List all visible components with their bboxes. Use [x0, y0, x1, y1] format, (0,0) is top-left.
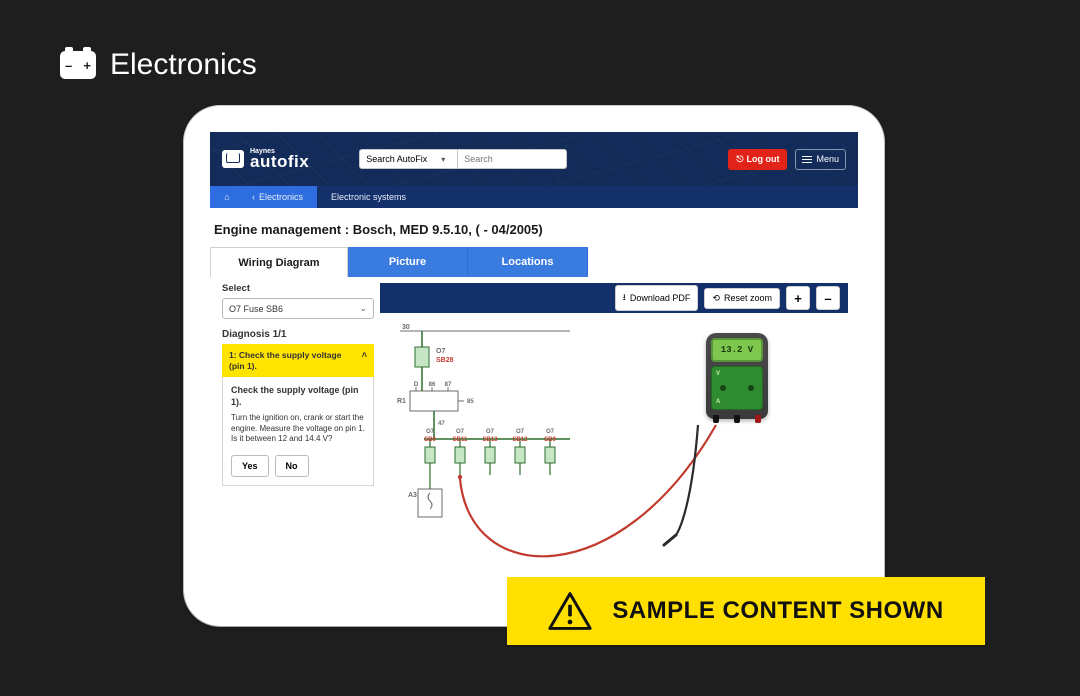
- hamburger-icon: [802, 154, 812, 165]
- svg-text:SB9: SB9: [544, 437, 556, 443]
- no-button[interactable]: No: [275, 455, 309, 477]
- svg-text:O7: O7: [516, 429, 525, 435]
- download-pdf-button[interactable]: ⭳ Download PDF: [615, 285, 699, 311]
- svg-text:86: 86: [429, 382, 436, 388]
- logout-button[interactable]: ⎋ Log out: [728, 149, 787, 170]
- svg-text:O7: O7: [436, 348, 445, 355]
- component-value: O7 Fuse SB6: [229, 304, 283, 314]
- diagnosis-step-header[interactable]: 1: Check the supply voltage (pin 1). ˄: [222, 344, 374, 377]
- multimeter-reading: 13.2 V: [711, 338, 763, 362]
- logout-icon: ⎋: [736, 154, 743, 165]
- battery-icon: –+: [60, 51, 96, 79]
- tab-bar: Wiring Diagram Picture Locations: [210, 247, 858, 277]
- diagnosis-step-title: 1: Check the supply voltage (pin 1).: [229, 350, 358, 371]
- multimeter-jack-mid: [734, 415, 740, 423]
- app-logo[interactable]: Haynes autofix: [222, 148, 309, 170]
- svg-text:SB12: SB12: [512, 437, 528, 443]
- breadcrumb-current: Electronic systems: [317, 192, 420, 202]
- svg-text:O7: O7: [546, 429, 555, 435]
- multimeter: 13.2 V V A: [706, 333, 768, 419]
- zoom-in-button[interactable]: +: [786, 286, 810, 310]
- tab-wiring-diagram[interactable]: Wiring Diagram: [210, 247, 348, 277]
- breadcrumb-back[interactable]: ‹ Electronics: [244, 186, 317, 208]
- breadcrumb-bar: ⌂ ‹ Electronics Electronic systems: [210, 186, 858, 208]
- menu-label: Menu: [816, 154, 839, 164]
- page-title: Engine management : Bosch, MED 9.5.10, (…: [210, 208, 858, 247]
- svg-text:D: D: [414, 382, 419, 388]
- search-input[interactable]: [457, 149, 567, 169]
- multimeter-jack-black: [713, 415, 719, 423]
- app-screen: Haynes autofix Search AutoFix ▾ ⎋ Log ou…: [210, 132, 858, 600]
- tab-picture[interactable]: Picture: [348, 247, 468, 277]
- diagnosis-panel: Select O7 Fuse SB6 ⌄ Diagnosis 1/1 1: Ch…: [210, 283, 380, 599]
- search-group: Search AutoFix ▾: [359, 149, 567, 169]
- tab-locations[interactable]: Locations: [468, 247, 588, 277]
- step-title: Check the supply voltage (pin 1).: [231, 385, 365, 408]
- sample-banner-text: SAMPLE CONTENT SHOWN: [612, 597, 943, 625]
- download-label: Download PDF: [630, 293, 691, 303]
- sample-content-banner: SAMPLE CONTENT SHOWN: [507, 577, 985, 645]
- wiring-diagram[interactable]: 30O7SB28R1D86878547O7SB6O7SB11O7SB13O7SB…: [380, 313, 848, 599]
- svg-text:O7: O7: [486, 429, 495, 435]
- svg-text:A3: A3: [408, 492, 417, 499]
- svg-text:SB13: SB13: [482, 437, 498, 443]
- svg-text:SB28: SB28: [436, 357, 454, 364]
- svg-text:47: 47: [438, 421, 445, 427]
- step-text: Turn the ignition on, crank or start the…: [231, 413, 365, 445]
- reset-icon: ⟲: [712, 293, 720, 304]
- brand-line2: autofix: [250, 153, 309, 170]
- logo-icon: [222, 150, 244, 168]
- search-scope-value: Search AutoFix: [366, 154, 427, 164]
- download-icon: ⭳: [623, 290, 626, 306]
- diagram-toolbar: ⭳ Download PDF ⟲ Reset zoom + –: [380, 283, 848, 313]
- svg-text:SB11: SB11: [453, 437, 468, 443]
- category-label: Electronics: [110, 48, 257, 82]
- svg-text:85: 85: [467, 399, 474, 405]
- breadcrumb-back-label: Electronics: [259, 192, 303, 202]
- svg-text:O7: O7: [426, 429, 435, 435]
- warning-icon: [548, 591, 592, 631]
- tablet-frame: Haynes autofix Search AutoFix ▾ ⎋ Log ou…: [184, 106, 884, 626]
- menu-button[interactable]: Menu: [795, 149, 846, 170]
- diagnosis-step-body: Check the supply voltage (pin 1). Turn t…: [222, 377, 374, 486]
- logout-label: Log out: [746, 154, 779, 164]
- wiring-svg: 30O7SB28R1D86878547O7SB6O7SB11O7SB13O7SB…: [380, 313, 840, 593]
- category-header: –+ Electronics: [60, 48, 257, 82]
- svg-text:SB6: SB6: [424, 437, 436, 443]
- zoom-out-button[interactable]: –: [816, 286, 840, 310]
- reset-zoom-button[interactable]: ⟲ Reset zoom: [704, 288, 780, 309]
- chevron-down-icon: ▾: [441, 155, 445, 164]
- breadcrumb-home[interactable]: ⌂: [210, 186, 244, 208]
- svg-text:R1: R1: [397, 398, 406, 405]
- chevron-up-icon: ˄: [362, 350, 367, 361]
- yes-button[interactable]: Yes: [231, 455, 269, 477]
- multimeter-jack-red: [755, 415, 761, 423]
- diagram-panel: ⭳ Download PDF ⟲ Reset zoom + – 30 O7 SB28…: [380, 283, 858, 599]
- content-area: Select O7 Fuse SB6 ⌄ Diagnosis 1/1 1: Ch…: [210, 283, 858, 599]
- component-select[interactable]: O7 Fuse SB6 ⌄: [222, 298, 374, 319]
- home-icon: ⌂: [224, 192, 229, 202]
- multimeter-a-label: A: [716, 399, 720, 405]
- svg-text:30: 30: [402, 324, 410, 331]
- diagnosis-counter: Diagnosis 1/1: [222, 329, 374, 340]
- chevron-left-icon: ‹: [252, 192, 255, 202]
- select-label: Select: [222, 283, 374, 294]
- app-header: Haynes autofix Search AutoFix ▾ ⎋ Log ou…: [210, 132, 858, 186]
- reset-label: Reset zoom: [724, 293, 772, 303]
- search-scope-select[interactable]: Search AutoFix ▾: [359, 149, 457, 169]
- multimeter-v-label: V: [716, 371, 720, 377]
- svg-text:O7: O7: [456, 429, 465, 435]
- svg-text:87: 87: [445, 382, 452, 388]
- chevron-down-icon: ⌄: [359, 303, 367, 314]
